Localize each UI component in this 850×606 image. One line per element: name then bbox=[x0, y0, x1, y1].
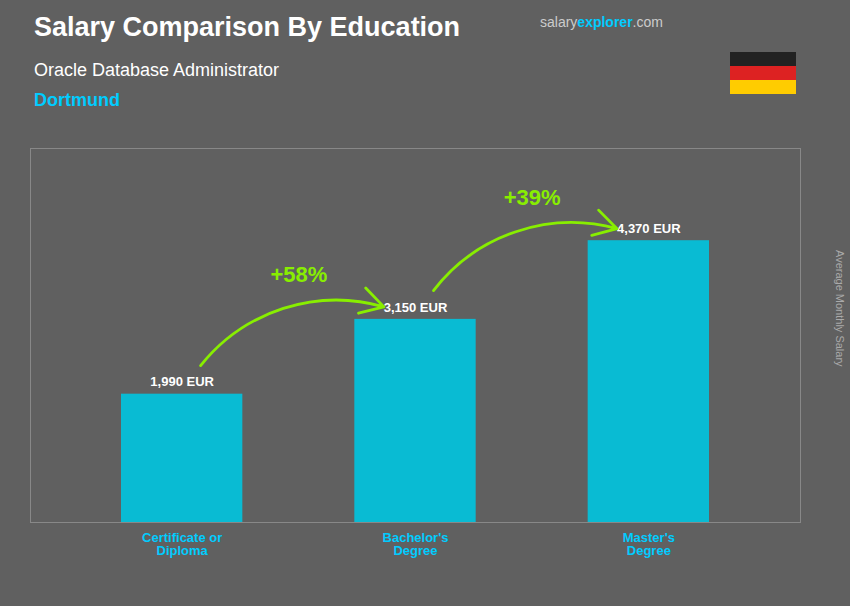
html-text:salary explorer.com: salary explorer.com bbox=[540, 14, 663, 30]
svg-text:1,990 EUR: 1,990 EUR bbox=[150, 374, 214, 389]
svg-text:4,370 EUR: 4,370 EUR bbox=[617, 221, 681, 236]
svg-text:+58%: +58% bbox=[270, 262, 327, 287]
html-text:Salary Comparison By Education: Salary Comparison By Education bbox=[34, 12, 461, 42]
svg-text:3,150 EUR: 3,150 EUR bbox=[384, 300, 448, 315]
html-text:Average Monthly Salary: Average Monthly Salary bbox=[834, 250, 846, 367]
svg-text:+39%: +39% bbox=[504, 185, 561, 210]
svg-text:Bachelor'sDegree: Bachelor'sDegree bbox=[383, 530, 449, 558]
svg-text:Certificate orDiploma: Certificate orDiploma bbox=[142, 530, 222, 558]
svg-text:Master'sDegree: Master'sDegree bbox=[623, 530, 675, 558]
html-text:Dortmund: Dortmund bbox=[34, 90, 120, 110]
html-text:Oracle Database Administrator: Oracle Database Administrator bbox=[34, 60, 280, 80]
